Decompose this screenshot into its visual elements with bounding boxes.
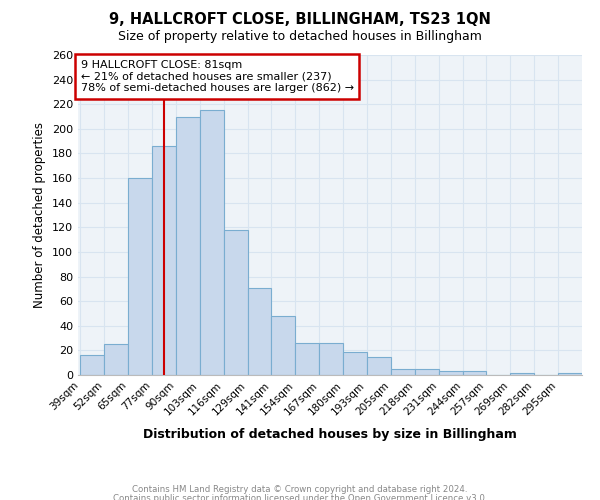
Bar <box>319 343 343 375</box>
Bar <box>391 369 415 375</box>
Text: Size of property relative to detached houses in Billingham: Size of property relative to detached ho… <box>118 30 482 43</box>
Bar <box>176 116 200 375</box>
Text: Contains HM Land Registry data © Crown copyright and database right 2024.: Contains HM Land Registry data © Crown c… <box>132 485 468 494</box>
Bar <box>463 372 487 375</box>
Bar <box>295 343 319 375</box>
X-axis label: Distribution of detached houses by size in Billingham: Distribution of detached houses by size … <box>143 428 517 441</box>
Bar <box>224 230 248 375</box>
Text: 9, HALLCROFT CLOSE, BILLINGHAM, TS23 1QN: 9, HALLCROFT CLOSE, BILLINGHAM, TS23 1QN <box>109 12 491 28</box>
Bar <box>200 110 224 375</box>
Bar <box>128 178 152 375</box>
Bar <box>558 372 582 375</box>
Bar <box>104 344 128 375</box>
Y-axis label: Number of detached properties: Number of detached properties <box>34 122 46 308</box>
Text: 9 HALLCROFT CLOSE: 81sqm
← 21% of detached houses are smaller (237)
78% of semi-: 9 HALLCROFT CLOSE: 81sqm ← 21% of detach… <box>80 60 353 93</box>
Bar <box>152 146 176 375</box>
Bar <box>248 288 271 375</box>
Bar <box>343 352 367 375</box>
Bar <box>271 316 295 375</box>
Bar <box>439 372 463 375</box>
Bar <box>80 356 104 375</box>
Bar <box>415 369 439 375</box>
Bar <box>511 372 534 375</box>
Text: Contains public sector information licensed under the Open Government Licence v3: Contains public sector information licen… <box>113 494 487 500</box>
Bar <box>367 356 391 375</box>
